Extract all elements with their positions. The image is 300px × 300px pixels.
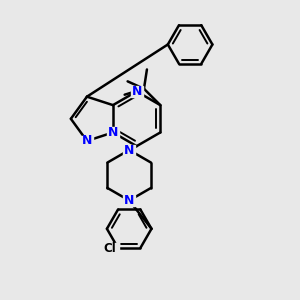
Text: N: N <box>124 194 134 207</box>
Bar <box>131 86 142 97</box>
Bar <box>123 145 135 155</box>
Bar <box>81 136 93 146</box>
Text: N: N <box>131 85 142 98</box>
Bar <box>101 243 118 254</box>
Text: N: N <box>124 143 134 157</box>
Bar <box>107 128 119 137</box>
Text: N: N <box>82 134 92 147</box>
Text: N: N <box>108 126 118 139</box>
Text: Cl: Cl <box>103 242 116 255</box>
Bar <box>123 196 135 206</box>
